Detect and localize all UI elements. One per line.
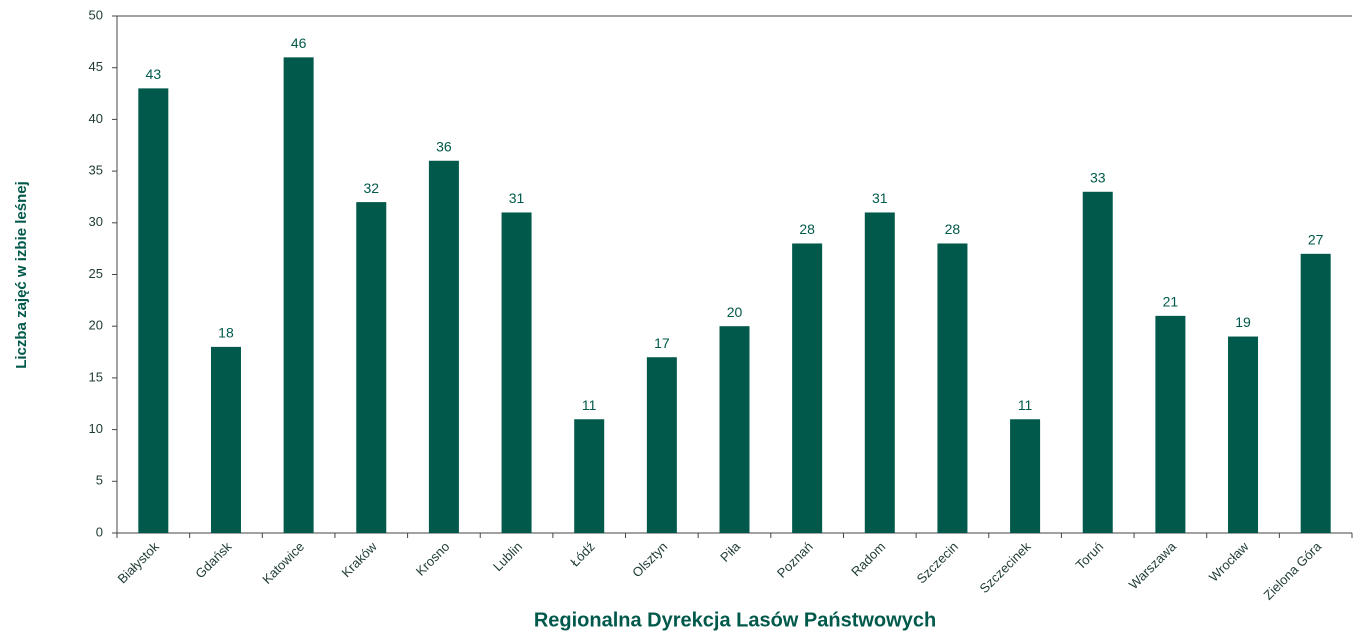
x-tick-label: Zielona Góra [1260,538,1324,602]
x-tick-label: Kraków [339,539,381,581]
x-tick-label: Łódź [567,539,598,570]
y-tick-label: 15 [89,369,103,384]
y-tick-label: 50 [89,7,103,22]
bar [1082,191,1113,533]
x-tick-label: Wrocław [1206,539,1252,585]
x-tick-label: Lublin [490,539,525,574]
y-tick-label: 25 [89,266,103,281]
bar [501,212,532,533]
bar [283,57,314,534]
value-label: 32 [363,180,379,196]
value-label: 31 [872,190,888,206]
y-tick-label: 5 [96,473,103,488]
x-tick-label: Olsztyn [629,539,670,580]
y-tick-label: 20 [89,318,103,333]
x-tick-label: Toruń [1073,539,1107,573]
x-tick-label: Radom [848,539,888,579]
value-label: 43 [146,66,162,82]
bar [792,243,823,534]
y-tick-label: 40 [89,111,103,126]
value-label: 18 [218,325,234,341]
y-tick-label: 0 [96,524,103,539]
value-label: 36 [436,138,452,154]
bar [719,326,750,533]
x-tick-label: Białystok [114,539,162,587]
value-label: 28 [799,221,815,237]
x-tick-label: Szczecin [914,539,961,586]
bar [428,160,459,533]
y-tick-label: 30 [89,214,103,229]
bar [574,419,605,533]
y-tick-label: 35 [89,163,103,178]
x-tick-label: Piła [717,538,743,564]
bar [138,88,169,533]
value-label: 28 [945,221,961,237]
bar [937,243,968,534]
x-tick-label: Warszawa [1126,538,1180,592]
value-label: 21 [1163,294,1179,310]
bar [1010,419,1041,533]
x-tick-label: Krosno [413,539,453,579]
bar [1228,336,1259,533]
x-tick-label: Gdańsk [192,539,235,582]
value-label: 17 [654,335,670,351]
x-tick-label: Katowice [259,539,307,587]
value-label: 11 [1018,397,1033,413]
y-tick-label: 45 [89,59,103,74]
value-label: 19 [1235,314,1251,330]
x-axis-title: Regionalna Dyrekcja Lasów Państwowych [534,609,936,631]
bar [646,357,677,533]
bar [210,346,241,533]
x-tick-label: Szczecinek [977,539,1034,596]
bar [1300,253,1331,533]
value-label: 46 [291,35,307,51]
value-label: 20 [727,304,743,320]
bar [356,202,387,533]
value-label: 27 [1308,232,1324,248]
y-axis-title: Liczba zajęć w izbie leśnej [13,181,30,369]
x-tick-label: Poznań [774,539,816,581]
value-label: 33 [1090,169,1106,185]
bar [1155,315,1186,533]
value-label: 11 [582,397,597,413]
value-label: 31 [509,190,525,206]
y-tick-label: 10 [89,421,103,436]
bar [864,212,895,533]
